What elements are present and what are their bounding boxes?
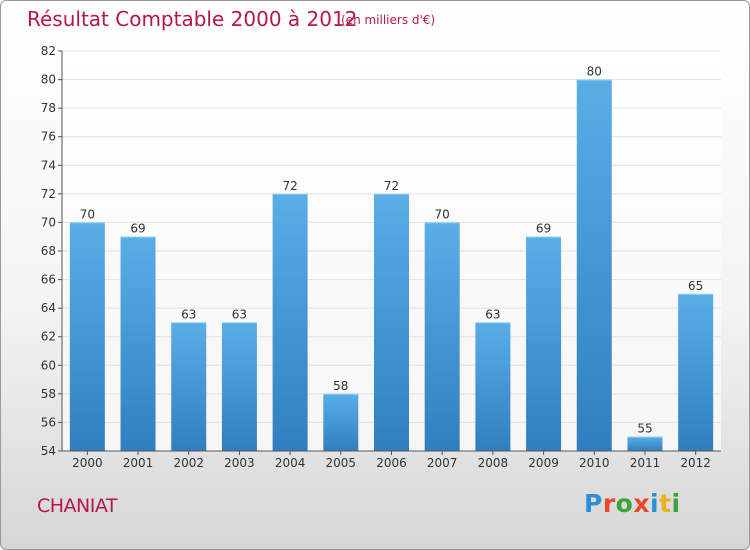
chart-title: Résultat Comptable 2000 à 2012 — [27, 7, 358, 31]
y-tick-label: 56 — [41, 415, 56, 429]
x-tick-label: 2010 — [579, 456, 610, 470]
logo-letter: o — [615, 489, 634, 518]
commune-name: CHANIAT — [37, 495, 118, 517]
chart-subtitle: (en milliers d'€) — [341, 13, 436, 27]
x-tick-label: 2002 — [173, 456, 204, 470]
y-tick-label: 62 — [41, 330, 56, 344]
data-label: 70 — [435, 207, 450, 221]
x-tick-label: 2007 — [427, 456, 458, 470]
bar — [678, 293, 714, 451]
y-tick-label: 58 — [41, 387, 56, 401]
bar — [272, 193, 308, 451]
x-tick-label: 2003 — [224, 456, 255, 470]
x-tick-label: 2005 — [326, 456, 357, 470]
logo-letter: t — [659, 489, 672, 518]
y-tick-label: 66 — [41, 273, 56, 287]
bar — [475, 322, 511, 451]
data-label: 63 — [181, 307, 196, 321]
y-tick-label: 80 — [41, 73, 56, 87]
logo-letter: P — [584, 489, 603, 518]
y-tick-label: 70 — [41, 215, 56, 229]
data-label: 55 — [637, 422, 652, 436]
bar — [424, 222, 460, 451]
y-tick-label: 64 — [41, 301, 56, 315]
data-label: 63 — [485, 307, 500, 321]
bar — [171, 322, 207, 451]
data-label: 72 — [384, 179, 399, 193]
logo-letter: r — [602, 489, 616, 518]
y-tick-label: 60 — [41, 358, 56, 372]
y-tick-label: 78 — [41, 101, 56, 115]
y-tick-label: 82 — [41, 44, 56, 58]
y-tick-label: 54 — [41, 444, 56, 458]
data-label: 72 — [282, 179, 297, 193]
y-tick-label: 72 — [41, 187, 56, 201]
bar — [221, 322, 257, 451]
logo-letter: x — [633, 489, 650, 518]
y-tick-label: 74 — [41, 158, 56, 172]
x-tick-label: 2001 — [123, 456, 154, 470]
data-label: 69 — [536, 222, 551, 236]
data-label: 65 — [688, 279, 703, 293]
x-tick-label: 2011 — [630, 456, 661, 470]
data-label: 80 — [587, 65, 602, 79]
x-tick-label: 2008 — [478, 456, 509, 470]
data-label: 70 — [80, 207, 95, 221]
y-tick-label: 68 — [41, 244, 56, 258]
logo-letter: i — [650, 489, 660, 518]
bar — [576, 79, 612, 452]
x-tick-label: 2004 — [275, 456, 306, 470]
x-tick-label: 2009 — [528, 456, 559, 470]
data-label: 63 — [232, 307, 247, 321]
bar — [374, 193, 409, 451]
data-label: 58 — [333, 379, 348, 393]
x-tick-label: 2000 — [72, 456, 103, 470]
proxiti-logo: Proxiti — [584, 489, 681, 518]
x-tick-label: 2012 — [680, 456, 711, 470]
bar — [323, 393, 359, 451]
bar — [69, 222, 105, 451]
y-tick-label: 76 — [41, 130, 56, 144]
x-tick-label: 2006 — [376, 456, 407, 470]
bar — [120, 236, 156, 451]
bar — [526, 236, 562, 451]
bar — [627, 436, 663, 451]
logo-letter: i — [671, 489, 681, 518]
data-label: 69 — [130, 222, 145, 236]
